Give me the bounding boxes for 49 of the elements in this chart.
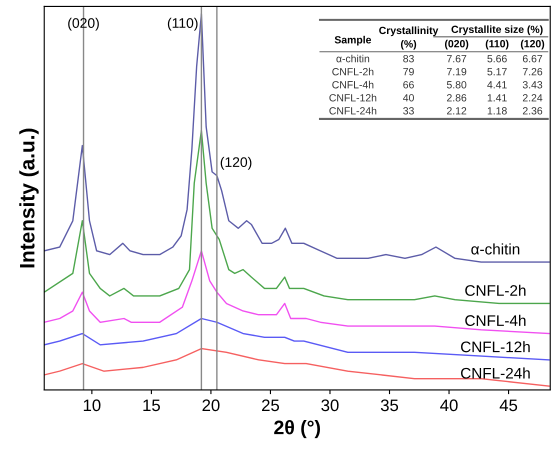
annotation: (020) [68,18,99,31]
x-tick-label: 30 [321,399,339,412]
annotation: 7.19 [447,68,466,76]
annotation: (110) [486,40,508,50]
annotation: 79 [403,68,414,76]
annotation: α-chitin [336,54,370,62]
annotation: 83 [403,54,414,62]
annotation: 1.41 [488,94,507,102]
annotation: (020) [444,40,468,50]
annotation: 2.24 [522,94,542,102]
x-tick-label: 20 [202,399,220,412]
annotation: Crystallite size (%) [452,25,543,36]
y-axis-title: Intensity (a.u.) [19,128,39,268]
annotation: CNFL-12h [329,94,376,102]
annotation: 2.12 [447,107,466,114]
series-label: CNFL-12h [461,341,530,352]
annotation: 2.86 [447,94,466,102]
annotation: 4.41 [487,81,507,88]
series-label: α-chitin [471,243,520,255]
annotation: (120) [220,156,252,170]
annotation: 5.80 [446,81,466,88]
x-axis-title: 2θ (°) [274,420,320,438]
x-tick-label: 35 [380,399,398,412]
annotation: CNFL-24h [329,106,376,115]
annotation: 6.67 [522,54,542,62]
annotation: Sample [334,36,372,46]
annotation: CNFL-4h [332,80,374,88]
x-tick-label: 25 [262,399,280,412]
annotation: 33 [403,107,414,115]
series-label: CNFL-2h [465,284,526,296]
annotation: 1.18 [488,107,507,115]
annotation: Crystallinity (%) [379,26,438,50]
annotation: 2.36 [522,107,542,115]
x-tick-label: 40 [440,399,458,412]
annotation: (110) [168,18,198,31]
annotation: 7.26 [522,68,542,76]
annotation: CNFL-2h [332,68,374,76]
x-tick-label: 10 [84,399,100,412]
annotation: (120) [520,40,544,50]
series-label: CNFL-4h [465,314,526,326]
annotation: 66 [403,81,414,88]
annotation: 40 [403,94,414,102]
annotation: 7.67 [447,54,466,62]
x-tick-label: 15 [143,400,160,412]
annotation: 5.66 [487,54,507,62]
annotation: 3.43 [522,81,542,88]
series-label: CNFL-24h [461,367,530,379]
x-tick-label: 45 [500,400,518,412]
annotation: 5.17 [487,68,507,76]
